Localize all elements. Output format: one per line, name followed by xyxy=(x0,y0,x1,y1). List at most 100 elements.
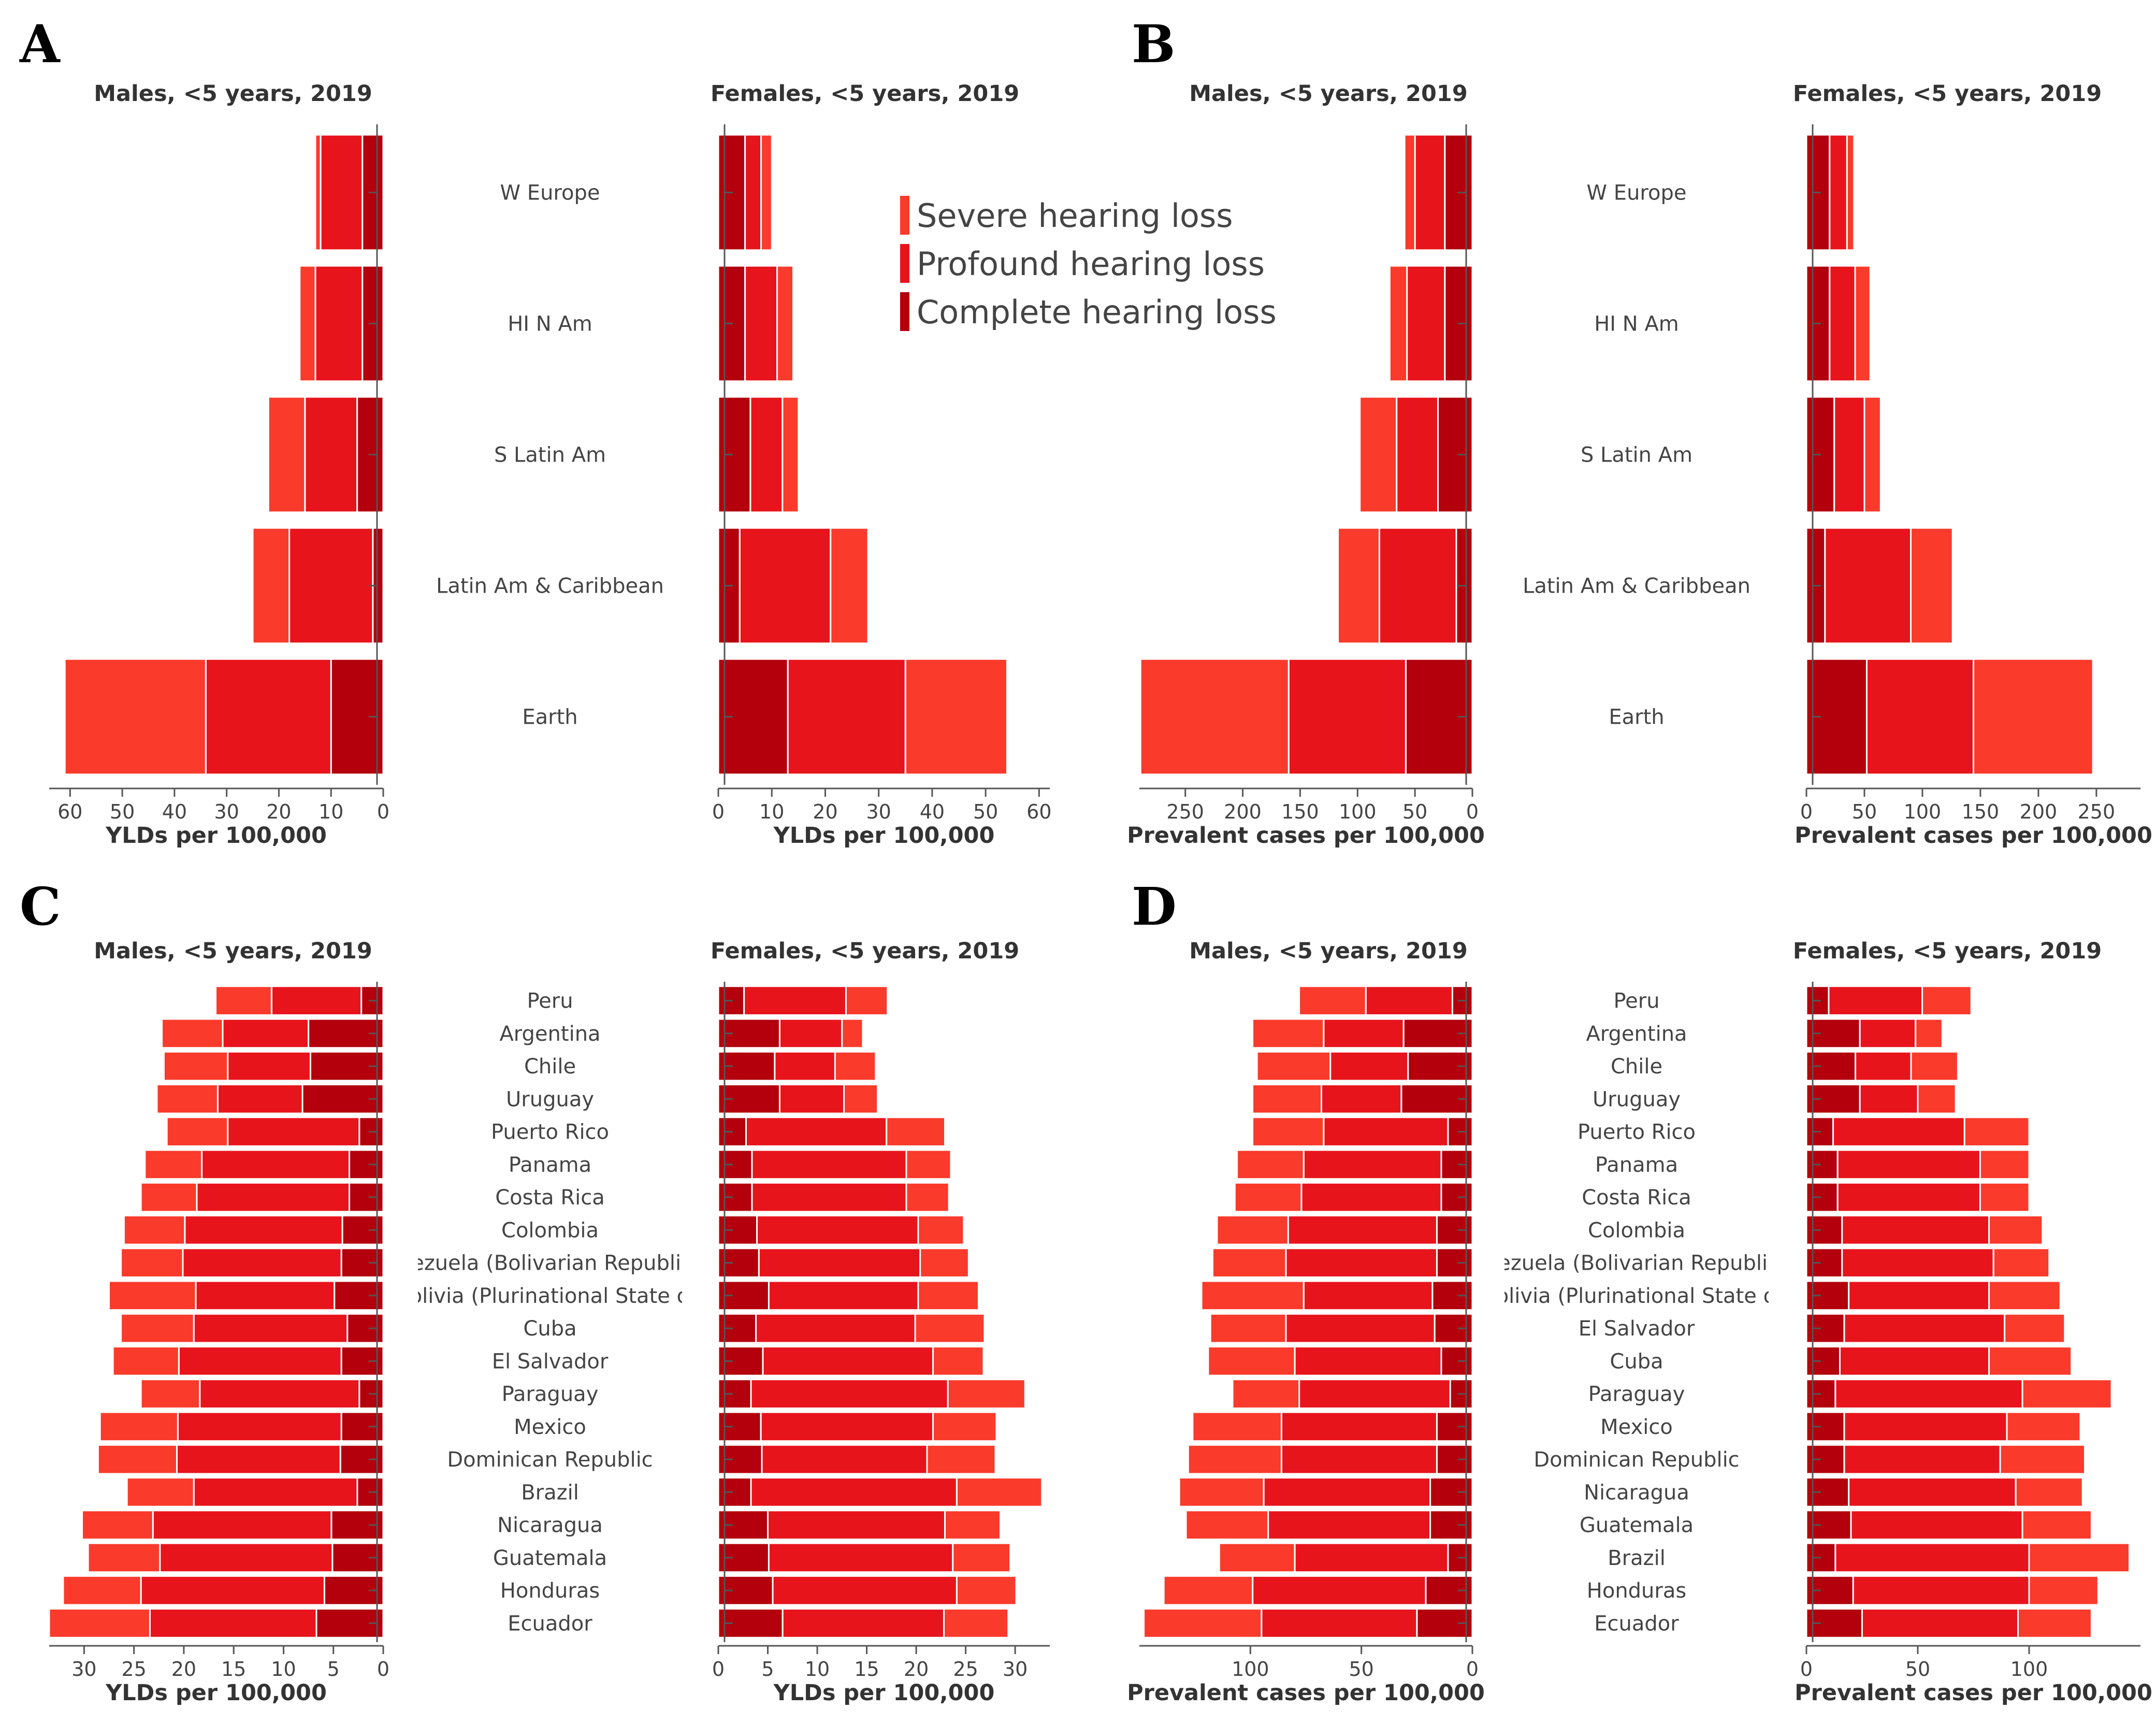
category-label-w-europe: W Europe xyxy=(1587,181,1687,205)
x-tick-label: 0 xyxy=(712,1658,725,1681)
category-label-dominican-republic: Dominican Republic xyxy=(447,1448,653,1472)
bar-costa-rica-profound xyxy=(751,1182,907,1213)
x-tick-label: 0 xyxy=(712,800,725,823)
bar-panama-profound xyxy=(1303,1149,1442,1180)
bar-ecuador-severe xyxy=(943,1608,1009,1639)
chart-title: Males, <5 years, 2019 xyxy=(1189,81,1468,107)
bar-ecuador-profound xyxy=(1261,1608,1418,1639)
bar-costa-rica-profound xyxy=(1300,1182,1442,1213)
bar-latin-am-caribbean-severe xyxy=(252,527,291,644)
bar-guatemala-profound xyxy=(768,1542,954,1573)
bar-el-salvador-profound xyxy=(178,1346,342,1376)
x-axis-label: YLDs per 100,000 xyxy=(105,823,327,849)
bar-uruguay-severe xyxy=(843,1084,879,1114)
panel-letter-c: C xyxy=(20,876,61,937)
bar-peru-severe xyxy=(215,985,272,1016)
bar-mexico-severe xyxy=(1192,1411,1282,1442)
x-tick-label: 10 xyxy=(805,1658,830,1681)
x-tick-label: 200 xyxy=(1224,800,1262,823)
x-tick-label: 50 xyxy=(1402,800,1427,823)
bar-venezuela-bolivarian-republic-of-complete xyxy=(1436,1247,1473,1278)
x-axis-label: Prevalent cases per 100,000 xyxy=(1795,823,2152,849)
bar-paraguay-severe xyxy=(140,1379,201,1409)
bar-s-latin-am-severe xyxy=(782,396,800,513)
x-tick-label: 30 xyxy=(866,800,891,823)
bar-mexico-profound xyxy=(1843,1411,2008,1442)
x-tick-label: 100 xyxy=(1232,1658,1269,1681)
x-tick-label: 20 xyxy=(171,1658,196,1681)
bar-latin-am-caribbean-profound xyxy=(1378,527,1457,644)
bar-colombia-profound xyxy=(184,1215,343,1245)
bar-venezuela-bolivarian-republic-of-severe xyxy=(1992,1247,2050,1278)
bar-panama-severe xyxy=(905,1149,952,1180)
bar-chile-profound xyxy=(227,1051,311,1082)
category-label-peru: Peru xyxy=(527,989,573,1013)
bar-venezuela-bolivarian-republic-of-profound xyxy=(758,1247,921,1278)
category-label-costa-rica: Costa Rica xyxy=(1582,1186,1691,1210)
x-tick-label: 250 xyxy=(2078,800,2116,823)
bar-w-europe-profound xyxy=(320,134,364,251)
bar-nicaragua-profound xyxy=(767,1510,946,1540)
bar-argentina-severe xyxy=(161,1018,224,1049)
bar-panama-complete xyxy=(1805,1149,1839,1180)
category-label-nicaragua: Nicaragua xyxy=(1584,1481,1689,1504)
category-label-latin-am-caribbean: Latin Am & Caribbean xyxy=(436,575,664,598)
bar-honduras-profound xyxy=(140,1575,325,1606)
bar-dominican-republic-profound xyxy=(1843,1444,2001,1475)
bar-venezuela-bolivarian-republic-of-profound xyxy=(1841,1247,1994,1278)
bar-costa-rica-complete xyxy=(1805,1182,1839,1213)
bar-dominican-republic-severe xyxy=(97,1444,178,1475)
category-label-puerto-rico: Puerto Rico xyxy=(1578,1121,1696,1144)
bar-panama-complete xyxy=(717,1149,753,1180)
bar-puerto-rico-severe xyxy=(886,1116,946,1147)
bar-dominican-republic-complete xyxy=(1436,1444,1473,1475)
bar-peru-severe xyxy=(1298,985,1367,1016)
bar-panama-complete xyxy=(1440,1149,1473,1180)
category-label-paraguay: Paraguay xyxy=(1588,1383,1685,1406)
bar-w-europe-severe xyxy=(760,134,773,251)
bar-ecuador-profound xyxy=(1861,1608,2019,1639)
bar-brazil-severe xyxy=(126,1477,195,1507)
bar-peru-complete xyxy=(1805,985,1830,1016)
x-tick-label: 20 xyxy=(813,800,837,823)
bar-latin-am-caribbean-severe xyxy=(830,527,869,644)
bar-earth-severe xyxy=(1973,658,2094,776)
bar-dominican-republic-severe xyxy=(926,1444,996,1475)
bar-guatemala-profound xyxy=(1267,1510,1431,1540)
bar-panama-severe xyxy=(1979,1149,2030,1180)
bar-costa-rica-severe xyxy=(1979,1182,2030,1213)
category-label-bolivia-plurinational-state-of: Bolivia (Plurinational State of) xyxy=(1482,1284,1791,1308)
bar-peru-profound xyxy=(1365,985,1453,1016)
category-label-ecuador: Ecuador xyxy=(508,1612,592,1635)
x-axis-label: Prevalent cases per 100,000 xyxy=(1127,823,1485,849)
bar-brazil-profound xyxy=(750,1477,958,1507)
bar-colombia-severe xyxy=(917,1215,965,1245)
bar-panama-profound xyxy=(201,1149,351,1180)
bar-latin-am-caribbean-profound xyxy=(288,527,374,644)
bar-uruguay-severe xyxy=(156,1084,219,1114)
bar-panama-complete xyxy=(349,1149,384,1180)
bar-puerto-rico-severe xyxy=(166,1116,229,1147)
bar-cuba-profound xyxy=(193,1313,349,1344)
category-label-costa-rica: Costa Rica xyxy=(495,1186,605,1210)
x-tick-label: 0 xyxy=(1800,800,1813,823)
x-tick-label: 10 xyxy=(319,800,343,823)
chart-c-males: Males, <5 years, 2019 Peru Argentina Chile U… xyxy=(48,938,682,1706)
bar-uruguay-profound xyxy=(1321,1084,1402,1114)
x-tick-label: 10 xyxy=(271,1658,296,1681)
x-tick-label: 25 xyxy=(121,1658,146,1681)
bar-chile-profound xyxy=(1329,1051,1409,1082)
bar-uruguay-profound xyxy=(778,1084,845,1114)
bar-cuba-severe xyxy=(1988,1346,2073,1376)
bar-nicaragua-profound xyxy=(1848,1477,2017,1507)
category-label-uruguay: Uruguay xyxy=(506,1087,594,1111)
bar-honduras-severe xyxy=(1163,1575,1254,1606)
bar-bolivia-plurinational-state-of-severe xyxy=(917,1280,979,1311)
chart-title: Males, <5 years, 2019 xyxy=(1189,938,1468,964)
bar-ecuador-severe xyxy=(2017,1608,2092,1639)
bar-brazil-severe xyxy=(956,1477,1043,1507)
bar-latin-am-caribbean-severe xyxy=(1337,527,1380,644)
x-tick-label: 100 xyxy=(1339,800,1377,823)
bar-puerto-rico-profound xyxy=(227,1116,360,1147)
